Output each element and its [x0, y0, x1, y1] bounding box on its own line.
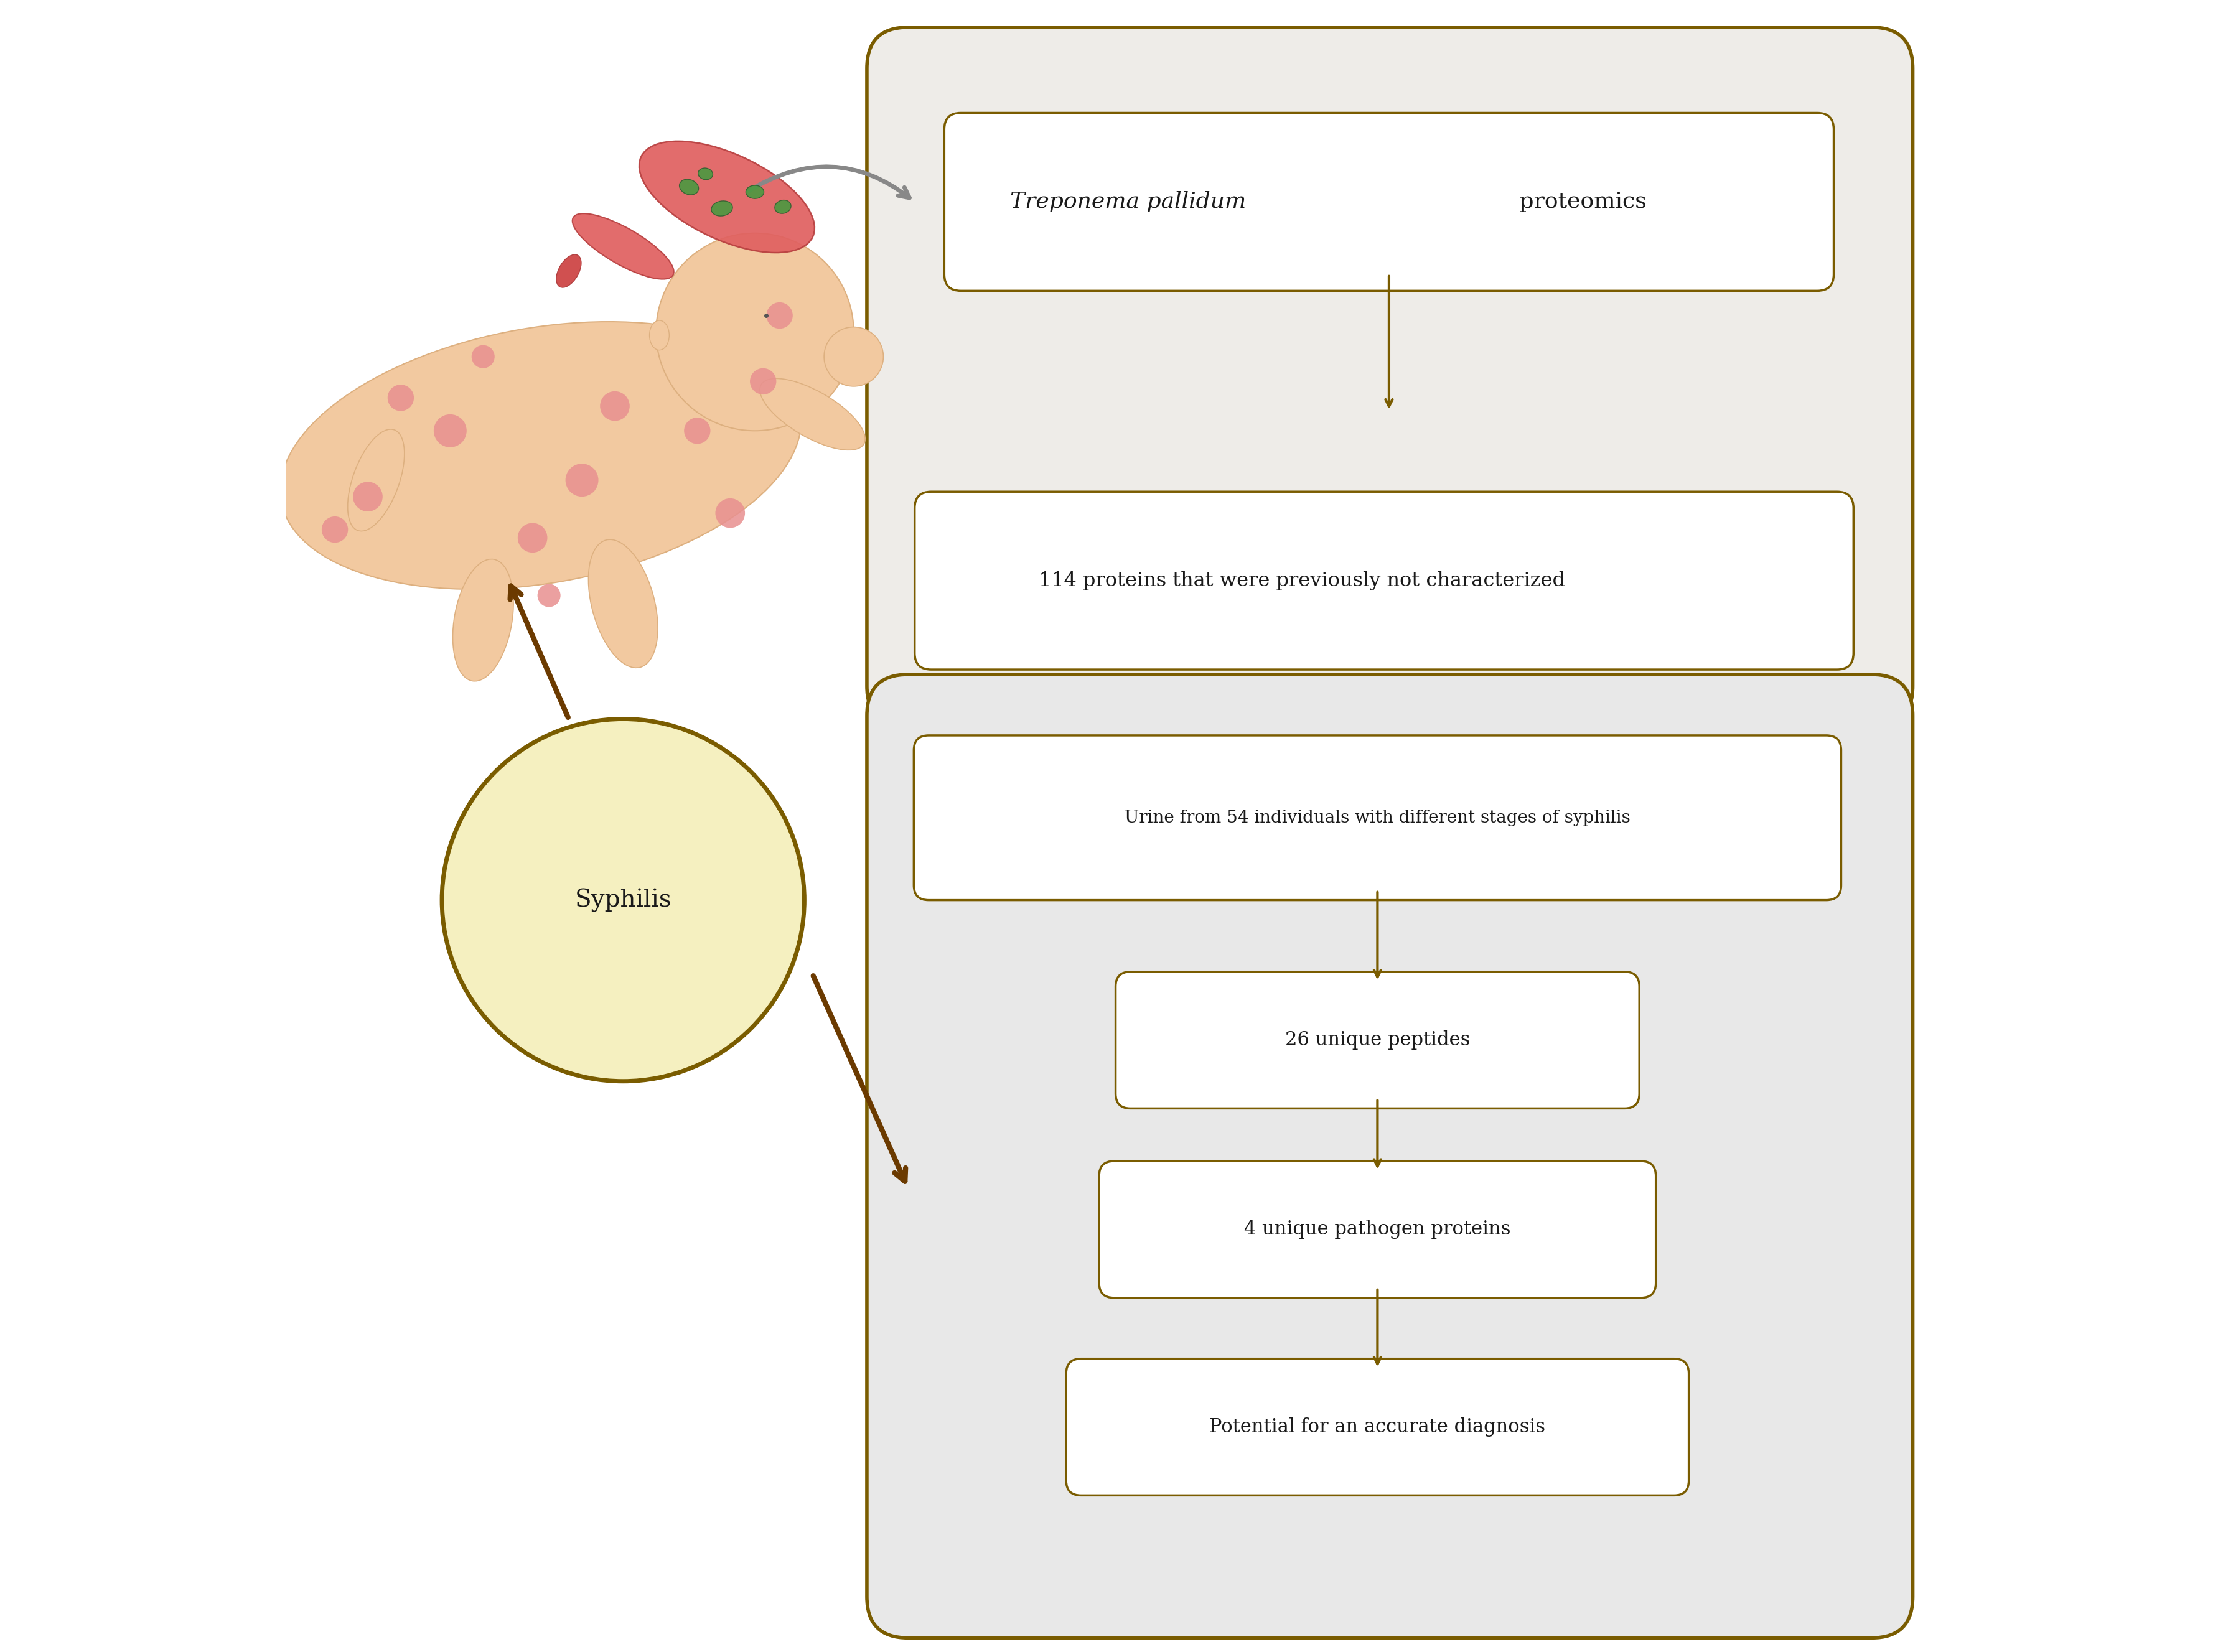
FancyBboxPatch shape — [914, 735, 1841, 900]
Ellipse shape — [279, 322, 801, 590]
Circle shape — [517, 524, 548, 553]
FancyBboxPatch shape — [1067, 1358, 1688, 1495]
FancyBboxPatch shape — [867, 674, 1912, 1637]
Ellipse shape — [712, 202, 732, 216]
FancyBboxPatch shape — [867, 28, 1912, 727]
Ellipse shape — [572, 213, 674, 279]
FancyBboxPatch shape — [914, 492, 1854, 669]
Text: 4 unique pathogen proteins: 4 unique pathogen proteins — [1244, 1219, 1510, 1239]
Circle shape — [657, 233, 854, 431]
Ellipse shape — [452, 558, 512, 681]
Ellipse shape — [348, 430, 404, 530]
FancyBboxPatch shape — [945, 112, 1834, 291]
FancyBboxPatch shape — [273, 0, 1945, 1652]
Ellipse shape — [679, 180, 699, 195]
Circle shape — [750, 368, 776, 395]
Ellipse shape — [699, 169, 712, 180]
Ellipse shape — [761, 378, 865, 449]
Circle shape — [716, 499, 745, 529]
Circle shape — [537, 583, 561, 606]
FancyBboxPatch shape — [1116, 971, 1639, 1108]
Text: Urine from 54 individuals with different stages of syphilis: Urine from 54 individuals with different… — [1125, 809, 1630, 826]
Text: proteomics: proteomics — [1513, 192, 1646, 213]
Circle shape — [472, 345, 495, 368]
Circle shape — [825, 327, 883, 387]
Circle shape — [441, 719, 805, 1082]
Text: Syphilis: Syphilis — [574, 889, 672, 912]
Circle shape — [435, 415, 466, 448]
Ellipse shape — [745, 185, 763, 198]
Ellipse shape — [650, 320, 670, 350]
Circle shape — [767, 302, 792, 329]
Circle shape — [322, 517, 348, 544]
Text: 114 proteins that were previously not characterized: 114 proteins that were previously not ch… — [1038, 572, 1566, 590]
Circle shape — [353, 482, 384, 512]
Circle shape — [683, 418, 710, 444]
Circle shape — [566, 464, 599, 497]
Ellipse shape — [557, 254, 581, 287]
Ellipse shape — [774, 200, 792, 213]
Circle shape — [601, 392, 630, 421]
Text: Potential for an accurate diagnosis: Potential for an accurate diagnosis — [1209, 1417, 1546, 1437]
Circle shape — [388, 385, 415, 411]
FancyBboxPatch shape — [1100, 1161, 1657, 1298]
Text: Treponema pallidum: Treponema pallidum — [1009, 192, 1247, 213]
Text: 26 unique peptides: 26 unique peptides — [1284, 1031, 1471, 1049]
Ellipse shape — [639, 140, 814, 253]
Ellipse shape — [588, 540, 659, 667]
